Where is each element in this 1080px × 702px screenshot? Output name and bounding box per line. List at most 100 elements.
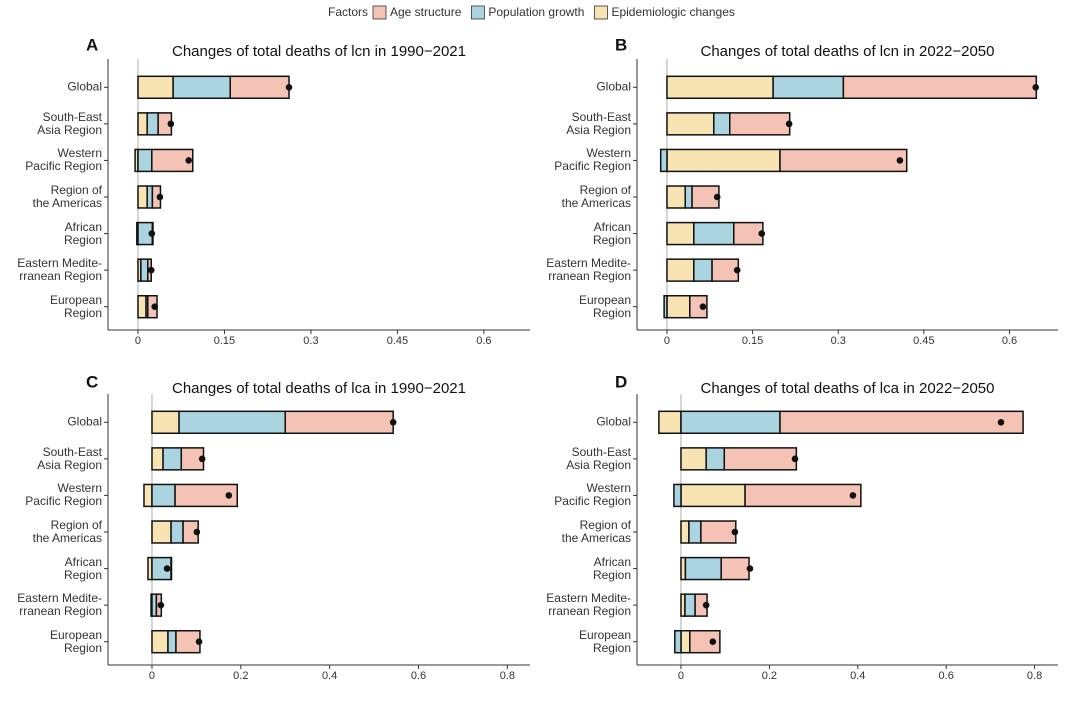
bar-segment xyxy=(723,447,798,471)
y-tick-label: Eastern Medite- rranean Region xyxy=(546,256,631,284)
bar-segment xyxy=(151,520,172,544)
bar-segment xyxy=(680,447,707,471)
x-tick-label: 0.6 xyxy=(1002,335,1017,347)
x-tick-label: 0.3 xyxy=(831,335,846,347)
bar-segment xyxy=(720,556,750,581)
total-dot xyxy=(163,565,171,572)
bar-segment xyxy=(729,112,791,136)
bar-segment xyxy=(684,556,722,581)
x-tick-label: 0.15 xyxy=(742,335,763,347)
bar-segment xyxy=(705,447,726,471)
bar-segment xyxy=(680,483,746,508)
bar-segment xyxy=(151,629,169,654)
x-tick-label: 0.8 xyxy=(1027,670,1042,682)
y-tick-label: African Region xyxy=(63,554,102,582)
x-tick-label: 0.45 xyxy=(913,335,934,347)
y-tick-label: South-East Asia Region xyxy=(37,109,102,137)
x-tick-label: 0 xyxy=(678,670,684,682)
y-tick-label: African Region xyxy=(592,219,631,247)
panel-letter: B xyxy=(615,35,627,54)
y-tick-label: African Region xyxy=(592,554,631,582)
bar-segment xyxy=(779,148,908,173)
y-tick-label: European Region xyxy=(49,627,102,655)
bar-segment xyxy=(684,185,693,209)
panel-letter: D xyxy=(615,372,627,391)
chart-title: Changes of total deaths of lcn in 2022−2… xyxy=(701,43,995,60)
bar-segment xyxy=(658,410,682,435)
y-tick-label: Western Pacific Region xyxy=(554,481,631,509)
bar-segment xyxy=(673,483,682,508)
bar-segment xyxy=(151,483,176,508)
bar-segment xyxy=(172,75,231,100)
total-dot xyxy=(733,266,741,274)
panel-letter: C xyxy=(86,372,98,391)
chart-title: Changes of total deaths of lcn in 1990−2… xyxy=(172,43,466,60)
bar-segment xyxy=(140,258,149,282)
bar-segment xyxy=(137,75,174,100)
y-tick-label: South-East Asia Region xyxy=(566,109,631,137)
bar-segment xyxy=(680,410,781,435)
x-tick-label: 0 xyxy=(664,335,670,347)
y-tick-label: Western Pacific Region xyxy=(25,481,102,509)
x-tick-label: 0.8 xyxy=(500,670,515,682)
x-tick-label: 0.6 xyxy=(939,670,954,682)
legend-label: Population growth xyxy=(488,5,584,19)
panel-letter: A xyxy=(86,35,98,54)
y-tick-label: European Region xyxy=(578,292,631,320)
legend-label: Age structure xyxy=(390,5,462,19)
bar-segment xyxy=(659,148,668,173)
y-tick-label: Region of the Americas xyxy=(32,183,102,210)
x-tick-label: 0 xyxy=(135,335,141,347)
x-tick-label: 0.45 xyxy=(387,335,408,347)
x-tick-label: 0.4 xyxy=(322,670,337,682)
bar-segment xyxy=(666,258,695,282)
legend-swatch xyxy=(594,5,608,20)
y-tick-label: Eastern Medite- rranean Region xyxy=(17,256,102,284)
bar-segment xyxy=(151,148,194,173)
total-dot xyxy=(151,303,158,311)
bar-segment xyxy=(151,410,180,435)
bar-segment xyxy=(666,221,695,246)
total-dot xyxy=(896,157,904,164)
bar-segment xyxy=(842,75,1038,100)
legend-swatch xyxy=(372,5,387,20)
bar-segment xyxy=(143,483,153,508)
y-tick-label: Global xyxy=(67,414,102,429)
bar-segment xyxy=(178,410,286,435)
bar-segment xyxy=(162,447,183,471)
total-dot xyxy=(156,193,164,201)
total-dot xyxy=(225,492,233,499)
bar-segment xyxy=(170,520,184,544)
y-tick-label: Eastern Medite- rranean Region xyxy=(17,591,102,619)
bar-segment xyxy=(666,294,691,319)
total-dot xyxy=(167,120,175,128)
total-dot xyxy=(195,638,203,646)
bar-segment xyxy=(137,148,153,173)
bar-segment xyxy=(666,112,715,136)
bar-segment xyxy=(700,520,737,544)
total-dot xyxy=(746,565,754,572)
total-dot xyxy=(285,83,293,91)
x-tick-label: 0.6 xyxy=(411,670,426,682)
x-tick-label: 0.2 xyxy=(233,670,248,682)
y-tick-label: African Region xyxy=(63,219,102,247)
total-dot xyxy=(193,528,201,536)
legend-title: Factors xyxy=(328,5,368,19)
bar-segment xyxy=(151,447,164,471)
bar-segment xyxy=(713,112,731,136)
x-tick-label: 0 xyxy=(149,670,155,682)
total-dot xyxy=(791,455,799,463)
legend-swatch xyxy=(470,5,485,20)
y-tick-label: Region of the Americas xyxy=(561,183,631,210)
total-dot xyxy=(185,157,193,164)
bar-segment xyxy=(146,112,159,136)
y-tick-label: Eastern Medite- rranean Region xyxy=(546,591,631,619)
bar-segment xyxy=(680,520,690,544)
total-dot xyxy=(147,266,155,274)
bar-segment xyxy=(693,221,735,246)
bar-segment xyxy=(666,75,774,100)
total-dot xyxy=(997,418,1005,426)
total-dot xyxy=(157,601,165,609)
chart-title: Changes of total deaths of lca in 2022−2… xyxy=(701,380,995,397)
y-tick-label: European Region xyxy=(578,627,631,655)
